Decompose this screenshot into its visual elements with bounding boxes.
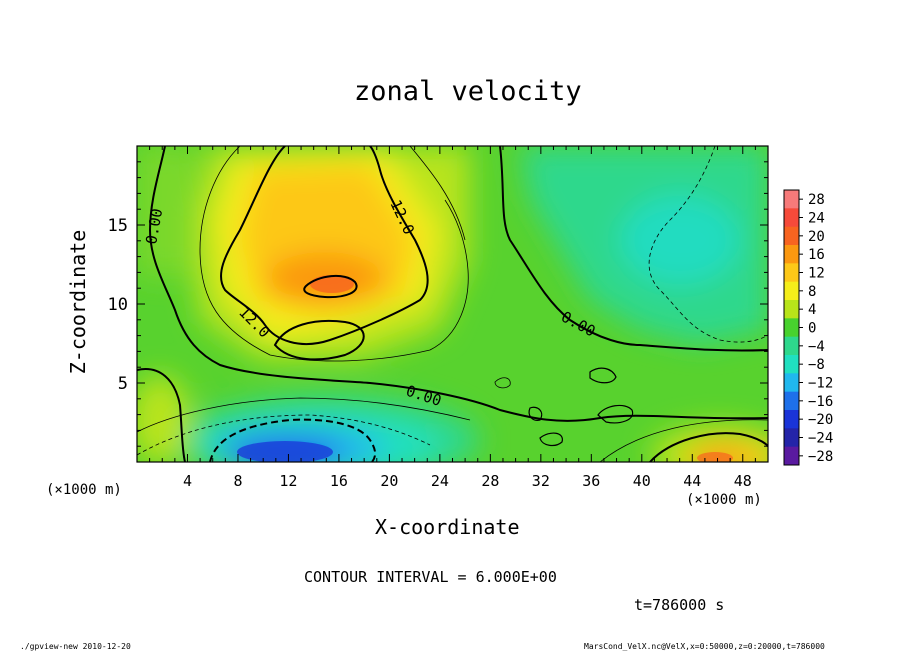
time-label: t=786000 s <box>634 596 725 614</box>
chart-title: zonal velocity <box>354 76 582 107</box>
colorbar-label: −4 <box>808 339 825 355</box>
y-tick-label: 15 <box>108 216 128 236</box>
velocity-field <box>137 146 768 462</box>
colorbar-label: 20 <box>808 229 825 245</box>
y-unit-label: (×1000 m) <box>46 482 122 498</box>
y-axis-label: Z-coordinate <box>66 229 90 375</box>
x-tick-label: 48 <box>734 472 752 490</box>
y-axis: 5 10 15 <box>108 161 768 447</box>
x-tick-label: 28 <box>481 472 499 490</box>
colorbar-label: −12 <box>808 376 833 392</box>
colorbar-swatch <box>784 300 799 319</box>
y-tick-label: 10 <box>108 295 128 315</box>
x-tick-label: 12 <box>279 472 297 490</box>
colorbar-label: −24 <box>808 431 833 447</box>
colorbar-label: 28 <box>808 192 825 208</box>
colorbar-label: −8 <box>808 357 825 373</box>
colorbar-swatch <box>784 336 799 356</box>
colorbar-swatch <box>784 281 799 301</box>
colorbar-label: 12 <box>808 266 825 282</box>
footer-right: MarsCond_VelX.nc@VelX,x=0:50000,z=0:2000… <box>584 642 825 651</box>
x-axis: 4 8 12 16 20 24 28 32 36 40 44 48 <box>149 146 756 490</box>
colorbar-label: 16 <box>808 247 825 263</box>
colorbar-swatch <box>784 245 799 264</box>
colorbar-label: 24 <box>808 211 825 227</box>
x-tick-label: 40 <box>633 472 651 490</box>
colorbar-swatch <box>784 355 799 374</box>
x-axis-label: X-coordinate <box>375 515 520 539</box>
colorbar-swatch <box>784 373 799 393</box>
colorbar-swatch <box>784 226 799 246</box>
colorbar-label: −28 <box>808 449 833 465</box>
colorbar-label: −20 <box>808 412 833 428</box>
contour-interval: CONTOUR INTERVAL = 6.000E+00 <box>304 568 557 586</box>
colorbar-swatch <box>784 263 799 283</box>
colorbar-swatch <box>784 428 799 448</box>
colorbar: 28 24 20 16 12 8 4 0 −4 −8 −12 −16 −20 −24 −28 <box>783 189 833 466</box>
colorbar-swatch <box>784 391 799 411</box>
colorbar-label: 4 <box>808 302 816 318</box>
colorbar-label: 8 <box>808 284 816 300</box>
x-unit-label: (×1000 m) <box>686 492 762 508</box>
x-tick-label: 16 <box>330 472 348 490</box>
colorbar-swatch <box>784 410 799 429</box>
colorbar-swatch <box>784 208 799 228</box>
x-tick-label: 8 <box>233 472 242 490</box>
x-tick-label: 32 <box>532 472 550 490</box>
colorbar-swatch <box>784 318 799 338</box>
y-tick-label: 5 <box>118 374 128 394</box>
footer-left: ./gpview-new 2010-12-20 <box>20 642 131 651</box>
contour-label: 0.00 <box>142 207 166 246</box>
colorbar-label: 0 <box>808 321 816 337</box>
colorbar-swatch <box>784 446 799 466</box>
colorbar-label: −16 <box>808 394 833 410</box>
x-tick-label: 24 <box>431 472 449 490</box>
colorbar-swatch <box>784 190 799 209</box>
x-tick-label: 36 <box>582 472 600 490</box>
x-tick-label: 20 <box>380 472 398 490</box>
x-tick-label: 44 <box>683 472 701 490</box>
x-tick-label: 4 <box>183 472 192 490</box>
